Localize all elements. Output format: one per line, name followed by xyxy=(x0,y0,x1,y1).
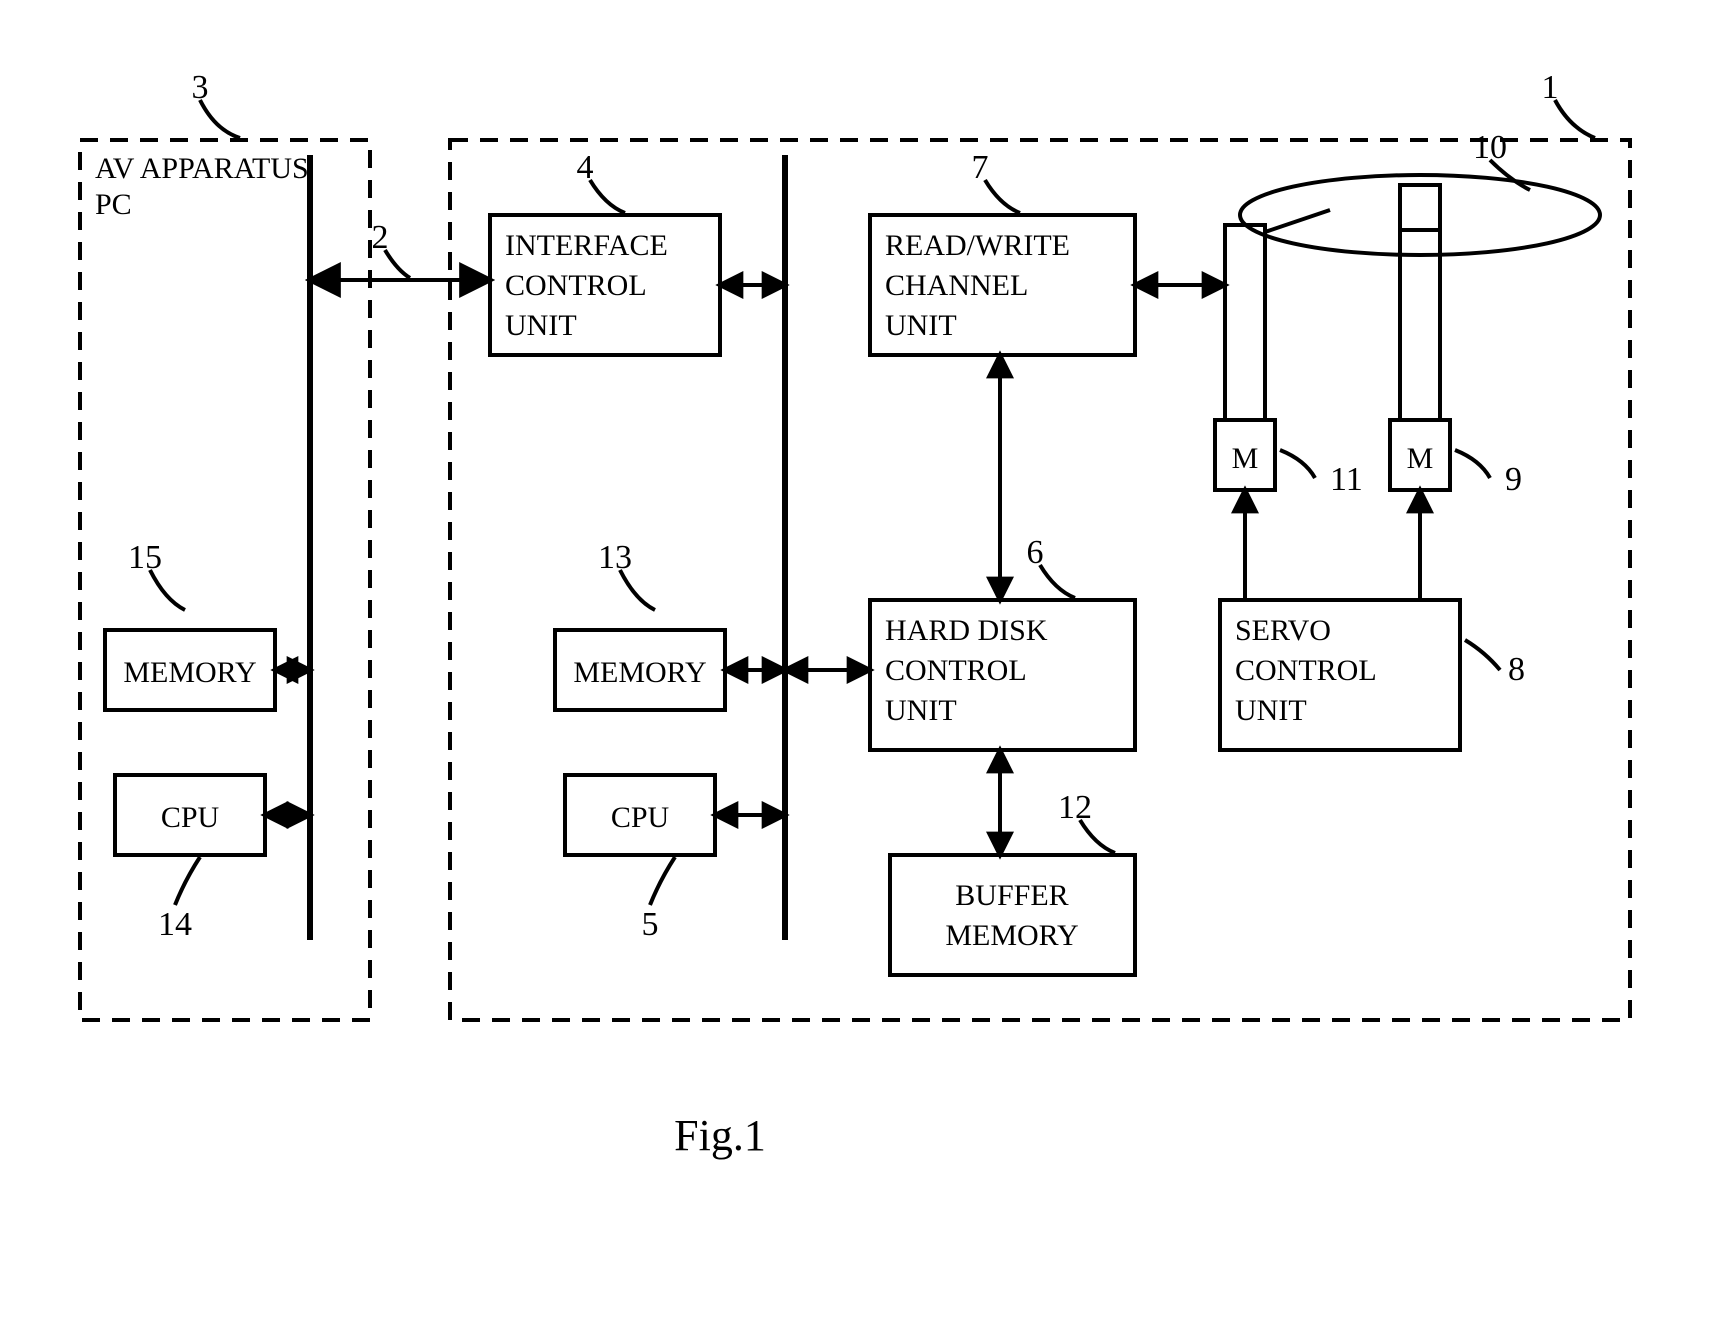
rw-channel-l2: CHANNEL xyxy=(885,269,1028,302)
ref-label-14: 14 xyxy=(158,906,192,943)
servo-l2: CONTROL xyxy=(1235,654,1377,687)
servo-l1: SERVO xyxy=(1235,614,1331,647)
figure-title: Fig.1 xyxy=(674,1111,766,1160)
ref-label-4: 4 xyxy=(577,149,594,186)
drive-block: 1 INTERFACE CONTROL UNIT 4 MEMORY 13 CPU… xyxy=(450,69,1630,1020)
ref-hook-13 xyxy=(620,570,655,610)
ref-label-13: 13 xyxy=(598,539,632,576)
motor-head-label: M xyxy=(1232,442,1259,475)
ref-hook-7 xyxy=(985,180,1020,213)
ref-hook-4 xyxy=(590,180,625,213)
ref-label-1: 1 xyxy=(1542,69,1559,106)
rw-channel-l1: READ/WRITE xyxy=(885,229,1070,262)
hd-ctrl-l1: HARD DISK xyxy=(885,614,1048,647)
hd-ctrl-l2: CONTROL xyxy=(885,654,1027,687)
rw-channel-l3: UNIT xyxy=(885,309,957,342)
motor-spindle-label: M xyxy=(1407,442,1434,475)
head-arm xyxy=(1265,210,1330,232)
interface-ctrl-l2: CONTROL xyxy=(505,269,647,302)
buffer-l2: MEMORY xyxy=(945,919,1078,952)
host-memory-label: MEMORY xyxy=(123,656,256,689)
ref-hook-14 xyxy=(175,857,200,905)
host-cpu-label: CPU xyxy=(161,801,220,834)
ref-label-6: 6 xyxy=(1027,534,1044,571)
host-title-line2: PC xyxy=(95,188,132,221)
ref-hook-9 xyxy=(1455,450,1490,478)
host-block: AV APPARATUS PC 3 MEMORY 15 CPU 14 xyxy=(80,69,370,1020)
ref-hook-8 xyxy=(1465,640,1500,670)
head-column xyxy=(1225,225,1265,420)
host-dashed-outline xyxy=(80,140,370,1020)
ref-label-2: 2 xyxy=(372,219,389,256)
ref-label-8: 8 xyxy=(1508,651,1525,688)
host-title-line1: AV APPARATUS xyxy=(95,152,309,185)
interface-ctrl-l1: INTERFACE xyxy=(505,229,668,262)
ref-label-15: 15 xyxy=(128,539,162,576)
ref-hook-1 xyxy=(1555,100,1595,138)
ref-label-12: 12 xyxy=(1058,789,1092,826)
ref-label-3: 3 xyxy=(192,69,209,106)
ref-label-5: 5 xyxy=(642,906,659,943)
ref-hook-11 xyxy=(1280,450,1315,478)
ref-label-7: 7 xyxy=(972,149,989,186)
ref-hook-6 xyxy=(1040,565,1075,598)
buffer-box xyxy=(890,855,1135,975)
ref-label-9: 9 xyxy=(1505,461,1522,498)
servo-l3: UNIT xyxy=(1235,694,1307,727)
spindle: M 9 xyxy=(1390,225,1522,600)
drive-memory-label: MEMORY xyxy=(573,656,706,689)
buffer-l1: BUFFER xyxy=(955,879,1068,912)
ref-hook-5 xyxy=(650,857,675,905)
ref-label-11: 11 xyxy=(1330,461,1363,498)
ref-hook-15 xyxy=(150,570,185,610)
hd-ctrl-l3: UNIT xyxy=(885,694,957,727)
ref-label-10: 10 xyxy=(1473,129,1507,166)
interface-ctrl-l3: UNIT xyxy=(505,309,577,342)
spindle-top xyxy=(1400,185,1440,230)
drive-cpu-label: CPU xyxy=(611,801,670,834)
ref-hook-2 xyxy=(385,250,410,278)
head-actuator: M 11 xyxy=(1215,210,1363,600)
